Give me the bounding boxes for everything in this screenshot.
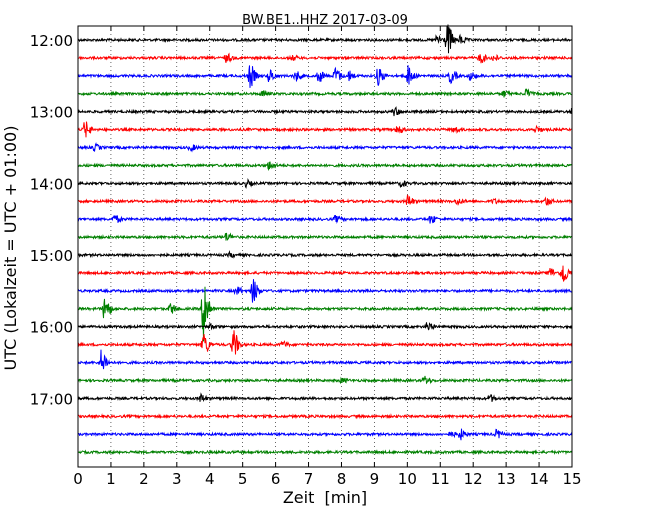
x-tick-label: 8	[337, 470, 347, 488]
trace-line-15:45	[78, 286, 573, 342]
x-tick-label: 5	[238, 470, 248, 488]
trace-line-12:15	[77, 52, 573, 64]
chart-title: BW.BE1..HHZ 2017-03-09	[242, 13, 408, 28]
y-tick-label: 14:00	[30, 175, 73, 193]
trace-line-16:15	[77, 330, 573, 355]
x-tick-label: 0	[73, 470, 83, 488]
trace-group	[77, 24, 573, 456]
x-tick-label: 12	[464, 470, 483, 488]
trace-line-12:00	[77, 24, 573, 54]
trace-line-15:30	[77, 279, 573, 303]
trace-line-15:00	[77, 250, 573, 259]
trace-line-13:00	[77, 106, 573, 117]
trace-line-17:00	[77, 392, 573, 403]
x-axis-ticks: 0 1 2 3 4 5 6 7 8 9 10 11 12 13 14 15	[73, 26, 582, 488]
x-tick-label: 4	[205, 470, 215, 488]
x-tick-label: 15	[562, 470, 581, 488]
trace-line-17:30	[77, 428, 573, 441]
trace-line-16:30	[77, 349, 573, 370]
y-tick-label: 17:00	[30, 390, 73, 408]
trace-line-12:30	[77, 65, 573, 88]
x-tick-label: 9	[370, 470, 380, 488]
trace-line-17:15	[77, 413, 573, 420]
trace-line-14:00	[77, 177, 573, 189]
x-tick-label: 3	[172, 470, 182, 488]
x-tick-label: 6	[271, 470, 281, 488]
trace-line-14:15	[77, 194, 573, 206]
x-axis-label: Zeit [min]	[283, 488, 367, 507]
trace-line-14:30	[77, 215, 573, 224]
trace-line-13:45	[77, 161, 573, 172]
x-tick-label: 14	[530, 470, 549, 488]
x-tick-label: 13	[497, 470, 516, 488]
trace-line-15:15	[77, 265, 573, 282]
trace-line-13:15	[77, 121, 573, 138]
trace-line-16:00	[77, 321, 573, 331]
x-tick-label: 11	[431, 470, 450, 488]
y-tick-label: 16:00	[30, 319, 73, 337]
trace-line-17:45	[77, 449, 573, 456]
y-tick-label: 15:00	[30, 247, 73, 265]
x-tick-label: 10	[398, 470, 417, 488]
y-axis-label: UTC (Lokalzeit = UTC + 01:00)	[1, 126, 20, 371]
x-tick-label: 2	[139, 470, 149, 488]
y-tick-label: 12:00	[30, 32, 73, 50]
y-axis-ticks: 12:00 13:00 14:00 15:00 16:00 17:00	[30, 32, 572, 408]
trace-line-14:45	[77, 232, 573, 241]
trace-line-12:45	[77, 88, 573, 98]
y-tick-label: 13:00	[30, 104, 73, 122]
grid	[110, 26, 540, 467]
x-tick-label: 1	[106, 470, 116, 488]
trace-line-16:45	[77, 375, 573, 385]
plot-frame	[77, 25, 573, 468]
trace-line-13:30	[77, 142, 573, 153]
x-tick-label: 7	[304, 470, 314, 488]
